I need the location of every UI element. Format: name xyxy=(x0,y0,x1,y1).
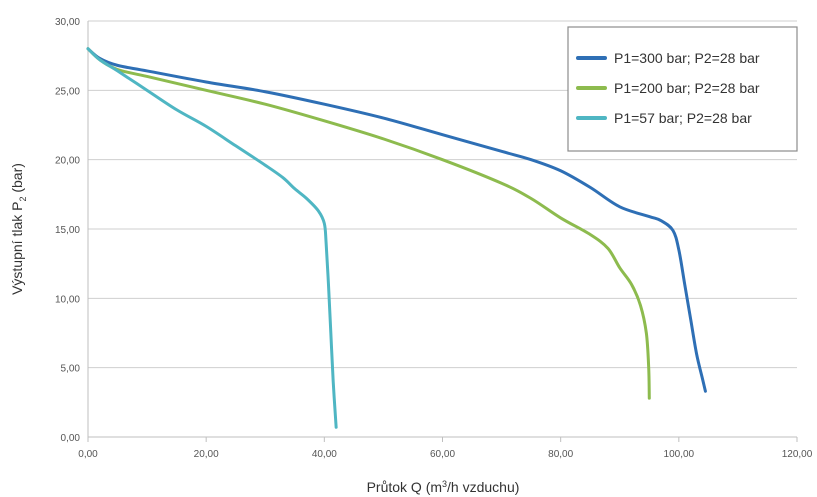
y-tick-label: 5,00 xyxy=(61,364,81,375)
x-tick-label: 20,00 xyxy=(194,449,219,460)
legend-label-1: P1=300 bar; P2=28 bar xyxy=(614,50,760,66)
x-tick-label: 120,00 xyxy=(782,449,813,460)
x-tick-label: 80,00 xyxy=(548,449,573,460)
x-tick-label: 0,00 xyxy=(78,449,98,460)
y-tick-label: 25,00 xyxy=(55,86,80,97)
y-tick-label: 20,00 xyxy=(55,156,80,167)
x-tick-label: 40,00 xyxy=(312,449,337,460)
x-tick-label: 100,00 xyxy=(664,449,695,460)
legend-label-3: P1=57 bar; P2=28 bar xyxy=(614,110,752,126)
legend: P1=300 bar; P2=28 bar P1=200 bar; P2=28 b… xyxy=(567,26,798,152)
series-line-1 xyxy=(86,47,707,393)
y-tick-label: 30,00 xyxy=(55,17,80,28)
axes: 0,00 5,00 10,00 15,00 20,00 25,00 30,00 0,00 20,… xyxy=(55,17,813,460)
series-line-3 xyxy=(86,47,338,429)
y-axis-title: Výstupní tlak P2 (bar) xyxy=(9,163,28,295)
series-line-2 xyxy=(86,47,651,400)
y-tick-label: 15,00 xyxy=(55,225,80,236)
x-tick-label: 60,00 xyxy=(430,449,455,460)
y-tick-label: 10,00 xyxy=(55,294,80,305)
series xyxy=(86,47,707,429)
legend-label-2: P1=200 bar; P2=28 bar xyxy=(614,80,760,96)
y-tick-label: 0,00 xyxy=(61,433,81,444)
x-axis-title: Průtok Q (m3/h vzduchu) xyxy=(367,479,520,495)
